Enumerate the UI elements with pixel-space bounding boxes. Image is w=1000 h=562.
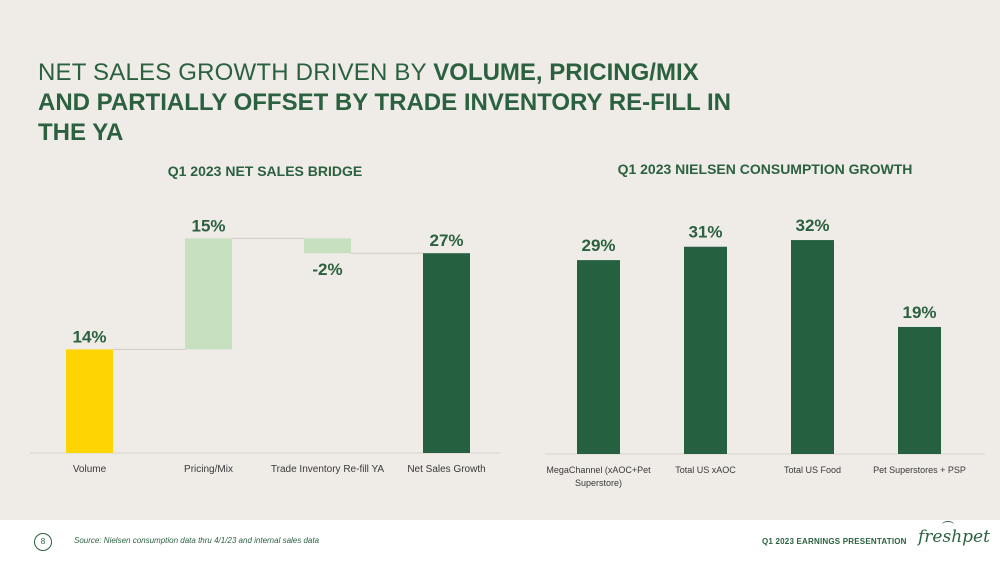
data-label: 19% [902, 303, 936, 322]
data-label: 32% [795, 216, 829, 235]
category-label: Pricing/Mix [184, 464, 233, 475]
slide-title: NET SALES GROWTH DRIVEN BY VOLUME, PRICI… [38, 58, 798, 148]
bar-total-us-food [791, 240, 834, 454]
net-sales-bridge-chart: 14% Volume 15% Pricing/Mix -2% Trade Inventor… [30, 216, 500, 475]
bar-pricing-mix [185, 238, 232, 350]
title-light-text: NET SALES GROWTH DRIVEN BY [38, 59, 434, 86]
category-label: Pet Superstores + PSP [873, 465, 966, 475]
presentation-label: Q1 2023 EARNINGS PRESENTATION [762, 537, 907, 546]
category-label: Total US Food [784, 465, 841, 475]
category-label: Superstore) [575, 478, 622, 488]
title-bold-line-1: VOLUME, PRICING/MIX [433, 59, 699, 86]
data-label: 15% [191, 216, 225, 235]
bar-volume [66, 349, 113, 453]
data-label: 27% [429, 231, 463, 250]
bar-megachannel-xaoc-pet-superstore- [577, 260, 620, 454]
nielsen-consumption-chart: 29% MegaChannel (xAOC+Pet Superstore) 31% To… [545, 216, 985, 488]
source-note: Source: Nielsen consumption data thru 4/… [74, 536, 320, 545]
logo-leaf-icon [942, 521, 954, 528]
data-label: 29% [581, 236, 615, 255]
title-bold-line-2: AND PARTIALLY OFFSET BY TRADE INVENTORY … [38, 89, 731, 116]
category-label: Trade Inventory Re-fill YA [271, 464, 385, 475]
data-label: 14% [72, 327, 106, 346]
bridge-chart-title: Q1 2023 NET SALES BRIDGE [167, 163, 363, 179]
bar-total-us-xaoc [684, 246, 727, 454]
freshpet-logo: freshpet [918, 527, 990, 547]
category-label: Volume [73, 464, 107, 475]
bar-pet-superstores-psp [898, 326, 941, 454]
title-bold-line-3: THE YA [38, 119, 124, 146]
category-label: Total US xAOC [675, 465, 736, 475]
bar-trade-inventory-re-fill-ya [304, 238, 351, 254]
consumption-chart-title: Q1 2023 NIELSEN CONSUMPTION GROWTH [617, 161, 913, 177]
category-label: MegaChannel (xAOC+Pet [546, 465, 651, 475]
page-number: 8 [34, 533, 52, 551]
bar-net-sales-growth [423, 253, 470, 453]
footer-bar [0, 520, 1000, 562]
data-label: 31% [688, 223, 722, 242]
data-label: -2% [312, 260, 342, 279]
category-label: Net Sales Growth [407, 464, 485, 475]
